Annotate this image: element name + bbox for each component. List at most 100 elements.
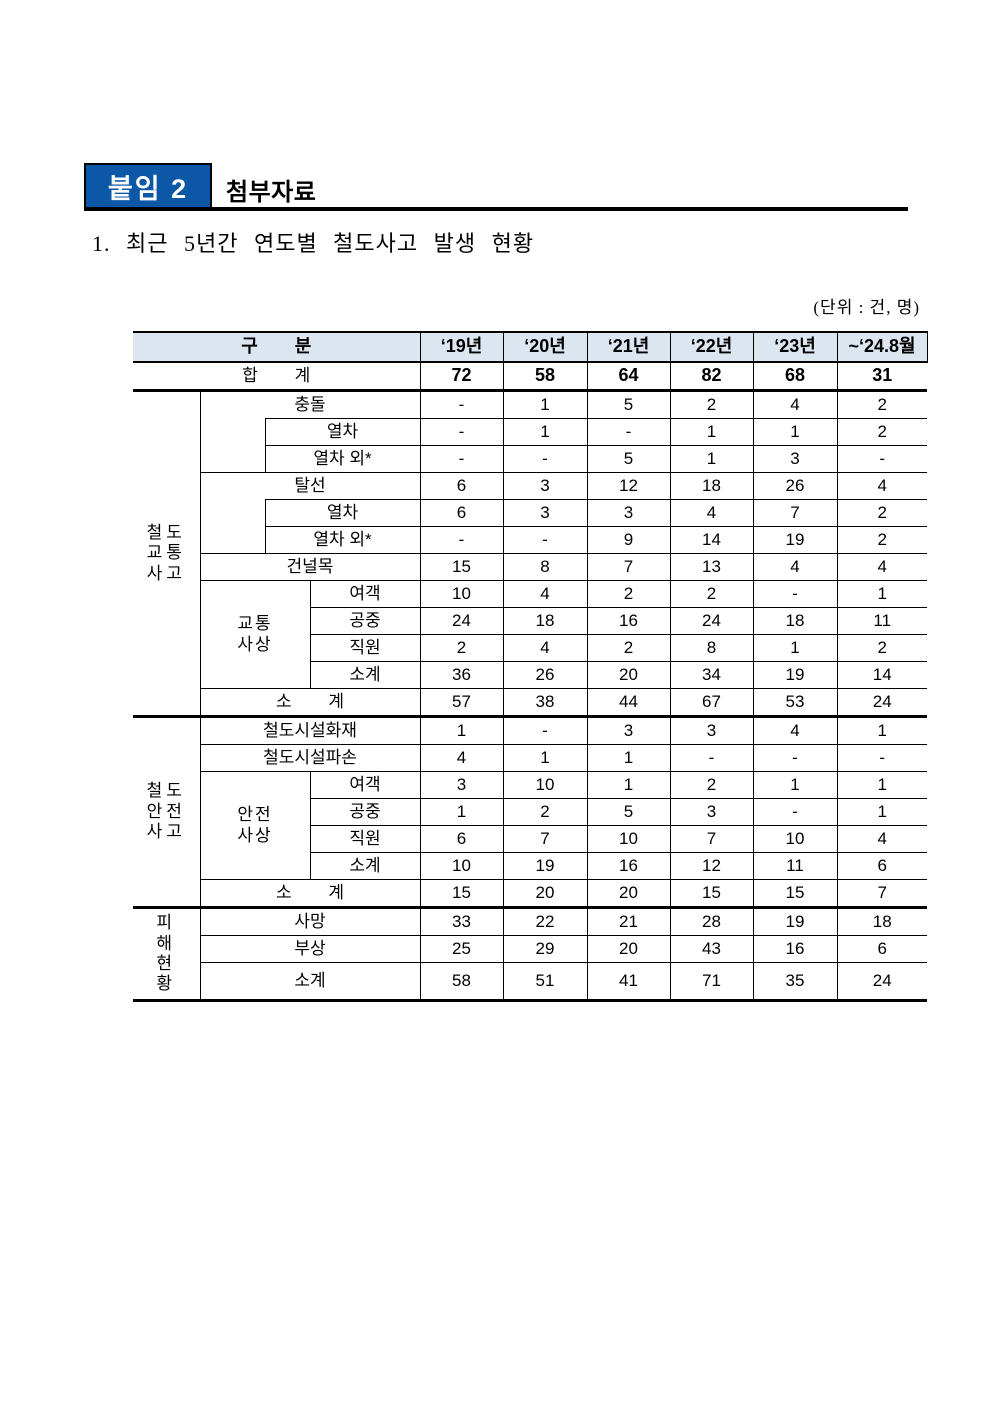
data-cell: 26 [502, 661, 588, 689]
data-cell: 28 [669, 907, 754, 936]
data-cell: 20 [586, 935, 671, 963]
data-cell: 3 [502, 499, 588, 527]
data-cell: 13 [669, 553, 754, 581]
data-cell: 36 [419, 661, 504, 689]
data-cell: 10 [752, 825, 838, 853]
data-cell: 64 [586, 361, 671, 392]
data-cell: 5 [586, 445, 671, 473]
category-label-damage: 피 해 현 황 [133, 907, 201, 1002]
data-cell: 6 [836, 935, 927, 963]
data-cell: 11 [752, 852, 838, 880]
data-cell: - [586, 418, 671, 446]
row-label: 탈선 [199, 472, 421, 500]
data-cell: 58 [419, 962, 504, 1002]
data-cell: 24 [836, 962, 927, 1002]
data-cell: 19 [752, 907, 838, 936]
attachment-title: 첨부자료 [226, 179, 317, 206]
table-row: 교통 사상 여객 10 4 2 2 - 1 [133, 580, 927, 689]
data-cell: 10 [419, 852, 504, 880]
data-cell: 33 [419, 907, 504, 936]
data-cell: 3 [669, 798, 754, 826]
data-cell: 14 [669, 526, 754, 554]
row-label: 충돌 [199, 390, 421, 419]
data-cell: 2 [836, 634, 927, 662]
data-cell: 16 [586, 607, 671, 635]
data-cell: 35 [752, 962, 838, 1002]
subtotal-row: 소 계 15 20 20 15 15 7 [133, 879, 927, 909]
table-row: 철도 안전 사고 철도시설화재 1 - 3 3 4 1 [133, 716, 927, 909]
data-cell: 3 [419, 771, 504, 799]
data-cell: 1 [752, 634, 838, 662]
data-cell: 1 [502, 390, 588, 419]
subtotal-row: 소계 58 51 41 71 35 24 [133, 962, 927, 1002]
year-header-cell: ~‘24.8월 [836, 331, 928, 363]
data-cell: 20 [502, 879, 588, 909]
data-cell: 1 [669, 418, 754, 446]
data-cell: 1 [586, 744, 671, 772]
data-cell: 4 [502, 580, 588, 608]
data-cell: 7 [669, 825, 754, 853]
data-cell: 3 [586, 716, 671, 745]
data-cell: 26 [752, 472, 838, 500]
data-cell: 6 [419, 499, 504, 527]
data-cell: 82 [669, 361, 754, 392]
table-row: 철도시설파손 4 1 1 - - - [133, 744, 927, 772]
row-label: 직원 [309, 634, 421, 662]
table-row: 건널목 15 8 7 13 4 4 [133, 553, 927, 581]
row-label: 직원 [309, 825, 421, 853]
table-row: 공중 1 2 5 3 - 1 [133, 798, 927, 826]
row-label: 열차 외* [264, 526, 421, 554]
category-label-safety: 철도 안전 사고 [133, 716, 201, 909]
row-label: 소계 [309, 852, 421, 880]
table-row: 피 해 현 황 사망 33 22 21 28 19 18 [133, 907, 927, 1002]
data-cell: 1 [502, 418, 588, 446]
data-cell: 3 [752, 445, 838, 473]
data-cell: 1 [586, 771, 671, 799]
data-cell: - [419, 526, 504, 554]
total-row: 합 계 72 58 64 82 68 31 [133, 361, 927, 392]
data-cell: 5 [586, 798, 671, 826]
data-cell: - [836, 744, 927, 772]
row-label: 소 계 [199, 688, 421, 718]
data-cell: 24 [419, 607, 504, 635]
table-row: 소계 36 26 20 34 19 14 [133, 661, 927, 689]
data-cell: 7 [752, 499, 838, 527]
data-cell: - [419, 445, 504, 473]
row-label: 소계 [309, 661, 421, 689]
data-cell: 16 [586, 852, 671, 880]
row-label: 열차 외* [264, 445, 421, 473]
data-cell: 67 [669, 688, 754, 718]
data-cell: - [669, 744, 754, 772]
data-cell: 22 [502, 907, 588, 936]
year-header-cell: ‘20년 [502, 331, 588, 363]
group-extension-cell [199, 418, 266, 473]
data-cell: 1 [419, 716, 504, 745]
data-cell: 18 [669, 472, 754, 500]
data-cell: 7 [586, 553, 671, 581]
row-label: 부상 [199, 935, 421, 963]
data-cell: 6 [419, 825, 504, 853]
data-cell: 43 [669, 935, 754, 963]
table-row: 열차 외* - - 5 1 3 - [133, 445, 927, 473]
data-cell: 1 [752, 771, 838, 799]
row-label: 열차 [264, 499, 421, 527]
data-cell: 19 [502, 852, 588, 880]
data-cell: 4 [669, 499, 754, 527]
data-cell: 72 [419, 361, 504, 392]
table-row: 열차 6 3 3 4 7 2 [133, 499, 927, 554]
row-label: 여객 [309, 771, 421, 799]
data-cell: - [752, 798, 838, 826]
data-cell: 44 [586, 688, 671, 718]
data-cell: 1 [669, 445, 754, 473]
data-cell: 4 [752, 716, 838, 745]
data-cell: 18 [502, 607, 588, 635]
data-cell: - [502, 716, 588, 745]
data-cell: 71 [669, 962, 754, 1002]
data-cell: 31 [836, 361, 927, 392]
data-cell: 1 [752, 418, 838, 446]
data-cell: 1 [836, 771, 927, 799]
table-row: 부상 25 29 20 43 16 6 [133, 935, 927, 963]
data-cell: - [752, 580, 838, 608]
data-cell: - [502, 445, 588, 473]
